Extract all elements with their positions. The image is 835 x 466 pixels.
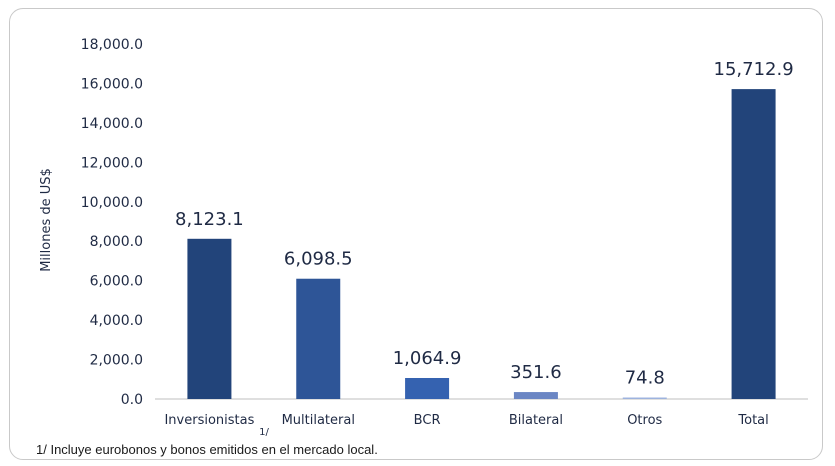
data-label: 6,098.5 <box>284 249 353 270</box>
y-tick-label: 10,000.0 <box>81 195 143 211</box>
y-tick-label: 18,000.0 <box>81 37 143 53</box>
data-label: 15,712.9 <box>714 59 794 80</box>
y-tick-label: 6,000.0 <box>90 274 143 290</box>
category-labels: Inversionistas Multilateral BCR Bilateral Ot… <box>164 413 768 428</box>
bar <box>405 377 450 399</box>
data-label: 74.8 <box>625 368 665 389</box>
y-tick-label: 14,000.0 <box>81 116 143 132</box>
bar <box>513 392 558 399</box>
data-labels: 8,123.1 6,098.5 1,064.9 351.6 74.8 15,712.9 <box>175 59 794 388</box>
y-tick-label: 0.0 <box>121 392 143 408</box>
category-label: BCR <box>414 413 441 428</box>
data-label: 1,064.9 <box>393 348 462 369</box>
y-axis-label-group: Millones de US$ <box>39 168 54 272</box>
data-label: 8,123.1 <box>175 209 244 230</box>
bars <box>187 89 776 400</box>
y-tick-label: 12,000.0 <box>81 155 143 171</box>
data-label: 351.6 <box>510 362 562 383</box>
y-axis-ticks: 0.0 2,000.0 4,000.0 6,000.0 8,000.0 10,000.0 1… <box>81 37 143 408</box>
bar <box>731 89 776 400</box>
y-tick-label: 2,000.0 <box>90 353 143 369</box>
category-label: Otros <box>627 413 662 428</box>
y-tick-label: 4,000.0 <box>90 313 143 329</box>
bar <box>622 397 667 399</box>
category-label: Bilateral <box>509 413 563 428</box>
category-label: Total <box>737 413 768 428</box>
bar <box>187 238 232 399</box>
category-label: Inversionistas <box>164 413 254 428</box>
bar <box>296 278 341 399</box>
y-tick-label: 16,000.0 <box>81 76 143 92</box>
footnote: 1/ Incluye eurobonos y bonos emitidos en… <box>36 442 378 457</box>
category-label: Multilateral <box>282 413 355 428</box>
footnote-marker: 1/ <box>259 427 269 438</box>
y-axis-label: Millones de US$ <box>39 168 54 272</box>
y-tick-label: 8,000.0 <box>90 234 143 250</box>
